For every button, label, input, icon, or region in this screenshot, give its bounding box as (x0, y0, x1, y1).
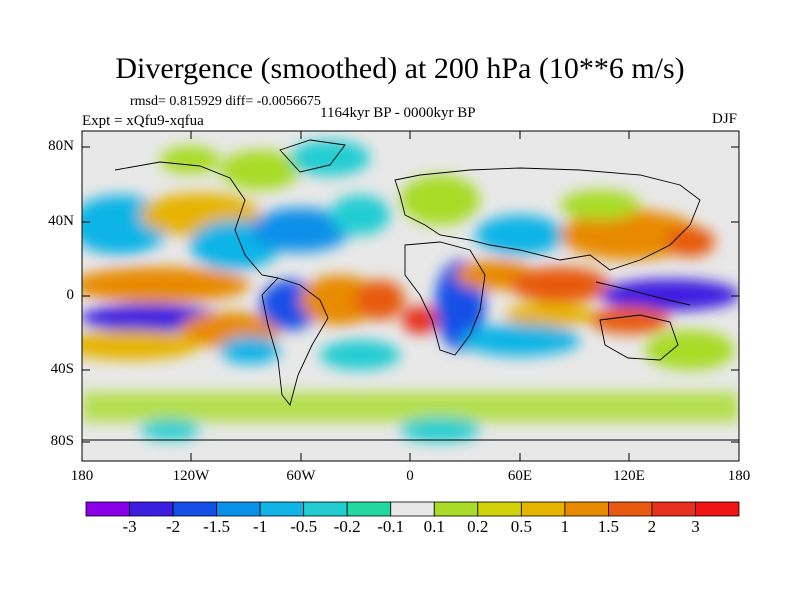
plot-title: Divergence (smoothed) at 200 hPa (10**6 … (115, 52, 685, 85)
colorbar-label: 3 (691, 517, 700, 536)
coastlines (82, 139, 739, 441)
divergence-field (82, 131, 739, 461)
experiment-label: Expt = xQfu9-xqfua (82, 113, 204, 129)
x-tick-label: 180 (727, 468, 751, 484)
colorbar-label: -3 (122, 517, 137, 536)
season-label: DJF (712, 111, 738, 127)
x-tick-label: 60E (507, 468, 533, 484)
colorbar-swatch (172, 501, 217, 517)
colorbar-swatch (85, 501, 130, 517)
colorbar-label: -2 (165, 517, 181, 536)
colorbar-label: 2 (647, 517, 657, 536)
y-tick-label: 80N (48, 138, 74, 154)
colorbar-label: -1.5 (203, 517, 231, 536)
colorbar-swatch (695, 501, 740, 517)
colorbar-label: -0.5 (290, 517, 318, 536)
y-tick-label: 40N (48, 213, 74, 229)
colorbar-swatch (346, 501, 392, 517)
colorbar-label: -0.1 (377, 517, 405, 536)
x-tick-label: 180 (70, 468, 94, 484)
colorbar-swatch (129, 501, 174, 517)
colorbar-label: 1 (560, 517, 570, 536)
colorbar-label: 0.1 (423, 517, 445, 536)
colorbar-swatch (303, 501, 348, 517)
y-tick-label: 80S (50, 433, 74, 449)
colorbar-label: 1.5 (597, 517, 620, 536)
y-tick-label: 0 (66, 287, 75, 303)
x-tick-label: 0 (406, 468, 414, 484)
period-label: 1164kyr BP - 0000kyr BP (320, 105, 476, 121)
colorbar (85, 501, 740, 517)
x-tick-label: 120W (172, 468, 210, 484)
x-tick-label: 60W (286, 468, 316, 484)
colorbar-label: -0.2 (333, 517, 361, 536)
colorbar-label: 0.2 (467, 517, 489, 536)
colorbar-swatch (390, 501, 435, 517)
colorbar-swatch (477, 501, 522, 517)
y-axis-ticks (82, 146, 739, 443)
rmsd-diff-stats: rmsd= 0.815929 diff= -0.0056675 (130, 94, 321, 109)
colorbar-swatch (259, 501, 305, 517)
colorbar-swatch (433, 501, 479, 517)
colorbar-swatch (564, 501, 609, 517)
colorbar-swatch (520, 501, 566, 517)
colorbar-label: -1 (253, 517, 268, 536)
colorbar-swatch (216, 501, 261, 517)
colorbar-swatch (651, 501, 696, 517)
y-tick-label: 40S (50, 361, 74, 377)
colorbar-label: 0.5 (510, 517, 532, 536)
x-axis-ticks (81, 131, 740, 461)
x-tick-label: 120E (613, 468, 645, 484)
colorbar-swatch (608, 501, 653, 517)
